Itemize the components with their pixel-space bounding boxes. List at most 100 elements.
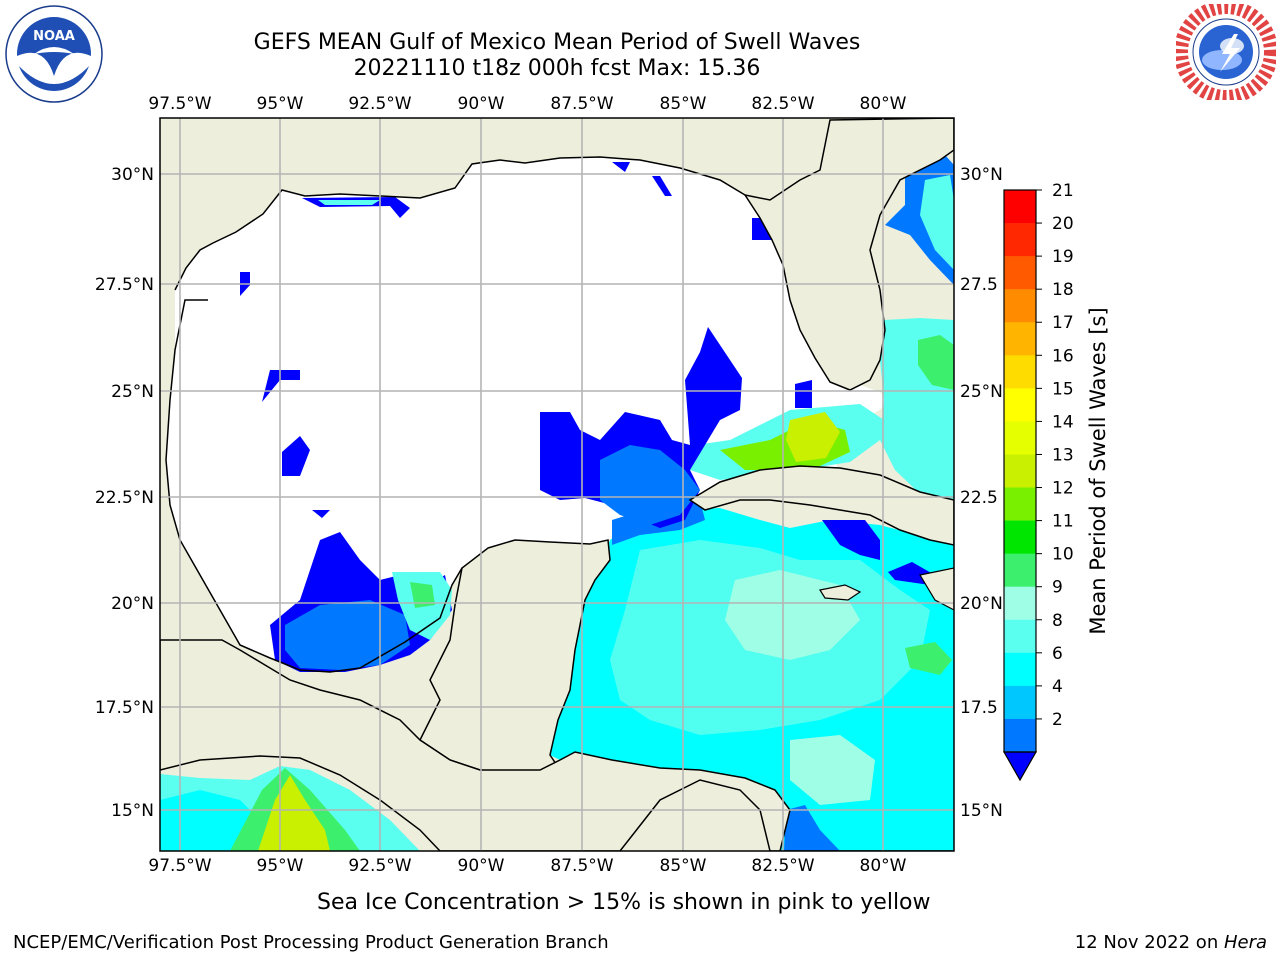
lat-label-left: 20°N [111,594,154,614]
colorbar-tick-label: 9 [1052,578,1063,598]
central-america [160,639,954,851]
noaa-logo: NOAA [5,5,103,103]
lat-labels-right: 30°N 27.5 25°N 22.5 20°N 17.5 15°N [960,165,1003,821]
atlantic-northeast-cyan [920,175,954,270]
lat-label-left: 22.5°N [95,488,154,508]
jamaica-island [819,584,862,601]
cuba-speck-blue [795,380,812,408]
colorbar-segment [1004,322,1036,356]
colorbar-tick-label: 15 [1052,379,1074,399]
colorbar-tick-label: 16 [1052,346,1074,366]
lat-labels-left: 30°N 27.5°N 25°N 22.5°N 20°N 17.5°N 15°N [95,165,154,821]
colorbar-segment [1004,190,1036,224]
cuba-island [688,465,954,546]
caribbean-northeast-blue [822,520,880,560]
lon-label-bottom: 87.5°W [550,856,613,876]
lon-label-bottom: 82.5°W [751,856,814,876]
atlantic-east-green [918,335,954,390]
colorbar-tick-label: 6 [1052,644,1063,664]
lat-label-right: 17.5 [960,698,998,718]
pacific-yellow-wedge [258,775,330,851]
caribbean-pale-patch-south [790,735,875,805]
colorbar-tick-label: 18 [1052,280,1074,300]
colorbar-segment [1004,520,1036,555]
eastern-gulf-blue [540,327,742,528]
colorbar-tick-label: 4 [1052,677,1063,697]
lon-label-bottom: 97.5°W [148,856,211,876]
colorbar-segment [1004,454,1036,489]
colorbar-segment [1004,553,1036,588]
colorbar-tick-label: 8 [1052,611,1063,631]
campeche-mid-blue [285,600,410,670]
colorbar-tick-label: 12 [1052,479,1074,499]
colorbar-tick-label: 13 [1052,445,1074,465]
lon-label-top: 82.5°W [751,94,814,114]
caribbean-green-patch [905,642,952,675]
eastern-gulf-mid-blue [600,445,700,525]
lat-label-right: 27.5 [960,275,998,295]
colorbar-label: Mean Period of Swell Waves [s] [1086,307,1110,634]
map-frame [159,117,955,852]
lat-label-right: 15°N [960,801,1003,821]
lat-label-right: 22.5 [960,488,998,508]
florida-bay-speck [752,218,772,240]
lon-label-top: 85°W [660,94,707,114]
colorbar-under-triangle [1002,751,1038,782]
nws-logo [1176,4,1276,100]
noaa-logo-text: NOAA [33,29,75,44]
lat-label-right: 20°N [960,594,1003,614]
lon-label-top: 87.5°W [550,94,613,114]
colorbar-tick-label: 19 [1052,247,1074,267]
colorbar-segment [1004,652,1036,687]
sea-ice-note: Sea Ice Concentration > 15% is shown in … [317,890,931,915]
colorbar-segment [1004,619,1036,654]
colorbar-segment [1004,487,1036,522]
lat-label-left: 30°N [111,165,154,185]
chart-subtitle: 20221110 t18z 000h fcst Max: 15.36 [353,56,761,81]
colorbar-tick-label: 14 [1052,412,1074,432]
lon-label-bottom: 80°W [860,856,907,876]
colorbar-segment [1004,223,1036,257]
lat-label-right: 25°N [960,382,1003,402]
lat-label-left: 27.5°N [95,275,154,295]
lon-label-top: 80°W [860,94,907,114]
footer-credit: NCEP/EMC/Verification Post Processing Pr… [13,932,609,953]
louisiana-coast-cyan [318,200,380,205]
pacific-cyan-inner [160,790,260,851]
lon-labels-top: 97.5°W 95°W 92.5°W 90°W 87.5°W 85°W 82.5… [148,94,906,114]
colorbar-segment [1004,685,1036,720]
colorbar-tick-label: 21 [1052,181,1074,201]
colorbar-frame [1003,189,1037,753]
lat-label-right: 30°N [960,165,1003,185]
lon-label-bottom: 95°W [257,856,304,876]
mississippi-speck [612,162,630,172]
colorbar-tick-label: 20 [1052,214,1074,234]
lon-label-top: 90°W [458,94,505,114]
lon-label-top: 95°W [257,94,304,114]
map-gridlines [160,118,954,851]
lon-label-top: 92.5°W [348,94,411,114]
lon-labels-bottom: 97.5°W 95°W 92.5°W 90°W 87.5°W 85°W 82.5… [148,856,906,876]
lon-label-bottom: 92.5°W [348,856,411,876]
footer-host: Hera [1223,932,1267,953]
colorbar-segment [1004,289,1036,323]
lon-label-bottom: 90°W [458,856,505,876]
lat-label-left: 15°N [111,801,154,821]
colorbar-segment [1004,388,1036,422]
gulf-speck-1 [262,370,300,402]
colorbar-segment [1004,421,1036,455]
chart-title: GEFS MEAN Gulf of Mexico Mean Period of … [253,30,861,55]
colorbar-tick-label: 11 [1052,512,1074,532]
campeche-green [410,582,435,608]
colorbar-segment [1004,256,1036,290]
colorbar-segment [1004,355,1036,389]
florida-straits-yellow [786,412,840,462]
hispaniola-edge [919,567,954,611]
colorbar-segment [1004,586,1036,621]
gulf-speck-2 [282,436,310,476]
caribbean-south-blue [784,805,840,851]
gulf-speck-4 [312,510,330,518]
lat-label-left: 25°N [111,382,154,402]
alabama-speck [652,176,672,196]
